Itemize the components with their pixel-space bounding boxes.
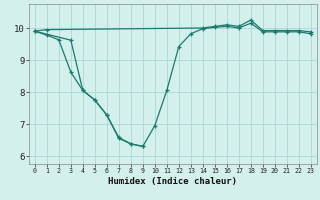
X-axis label: Humidex (Indice chaleur): Humidex (Indice chaleur) bbox=[108, 177, 237, 186]
